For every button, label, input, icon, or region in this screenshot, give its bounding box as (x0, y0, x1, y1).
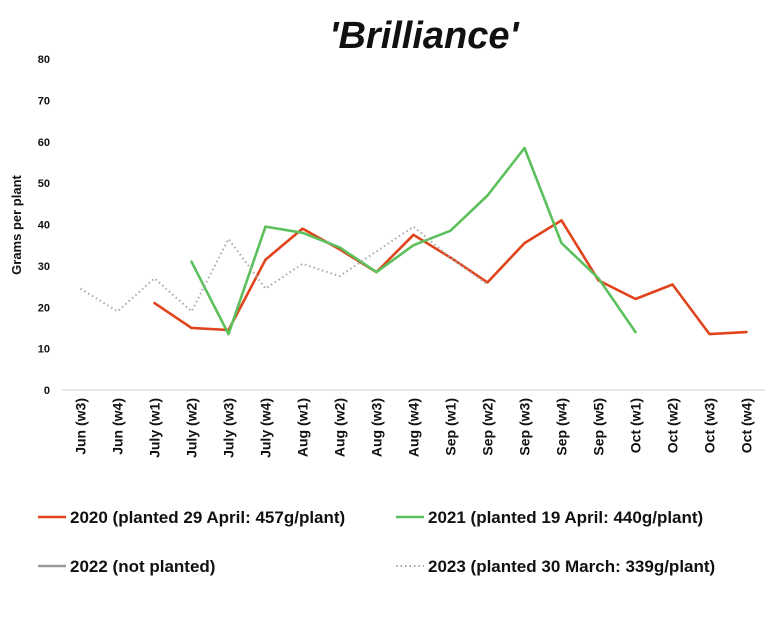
chart-title: 'Brilliance' (329, 15, 520, 57)
legend-label: 2023 (planted 30 March: 339g/plant) (428, 557, 715, 576)
x-tick-label: Oct (w2) (665, 398, 681, 453)
x-tick-label: July (w3) (221, 398, 237, 458)
x-tick-label: Aug (w2) (332, 398, 348, 457)
series-line (153, 219, 748, 336)
y-tick-label: 60 (38, 137, 50, 149)
x-tick-label: Sep (w1) (443, 398, 459, 456)
series-line (190, 146, 637, 336)
y-axis-label: Grams per plant (9, 174, 24, 274)
legend-item: 2023 (planted 30 March: 339g/plant) (396, 557, 715, 576)
y-tick-label: 0 (44, 385, 50, 397)
y-tick-label: 70 (38, 95, 50, 107)
y-tick-label: 20 (38, 302, 50, 314)
y-tick-label: 10 (38, 344, 50, 356)
legend-item: 2021 (planted 19 April: 440g/plant) (396, 508, 703, 527)
x-tick-label: Sep (w5) (591, 398, 607, 456)
legend-label: 2020 (planted 29 April: 457g/plant) (70, 508, 345, 527)
x-tick-label: Sep (w3) (517, 398, 533, 456)
series-0 (153, 219, 748, 336)
y-tick-label: 50 (38, 178, 50, 190)
series-1 (190, 146, 637, 336)
legend-label: 2021 (planted 19 April: 440g/plant) (428, 508, 703, 527)
x-tick-label: Oct (w3) (702, 398, 718, 453)
x-tick-label: July (w2) (184, 398, 200, 458)
y-tick-label: 40 (38, 220, 50, 232)
legend: 2020 (planted 29 April: 457g/plant) 2021 … (38, 508, 715, 576)
legend-label: 2022 (not planted) (70, 557, 215, 576)
x-tick-label: July (w1) (147, 398, 163, 458)
x-tick-label: Jun (w3) (73, 398, 89, 455)
x-tick-label: Aug (w3) (369, 398, 385, 457)
legend-item: 2020 (planted 29 April: 457g/plant) (38, 508, 345, 527)
x-tick-label: July (w4) (258, 398, 274, 458)
x-tick-label: Jun (w4) (110, 398, 126, 455)
x-tick-label: Aug (w1) (295, 398, 311, 457)
legend-item: 2022 (not planted) (38, 557, 215, 576)
y-tick-label: 80 (38, 54, 50, 66)
x-tick-label: Sep (w4) (554, 398, 570, 456)
x-tick-label: Oct (w4) (739, 398, 755, 453)
axes: 0 10 20 30 40 50 60 70 80 Jun (w3) Jun (w4) July (w… (38, 54, 765, 458)
y-tick-label: 30 (38, 261, 50, 273)
x-tick-label: Aug (w4) (406, 398, 422, 457)
x-tick-label: Sep (w2) (480, 398, 496, 456)
series-layer (79, 146, 748, 336)
x-tick-label: Oct (w1) (628, 398, 644, 453)
